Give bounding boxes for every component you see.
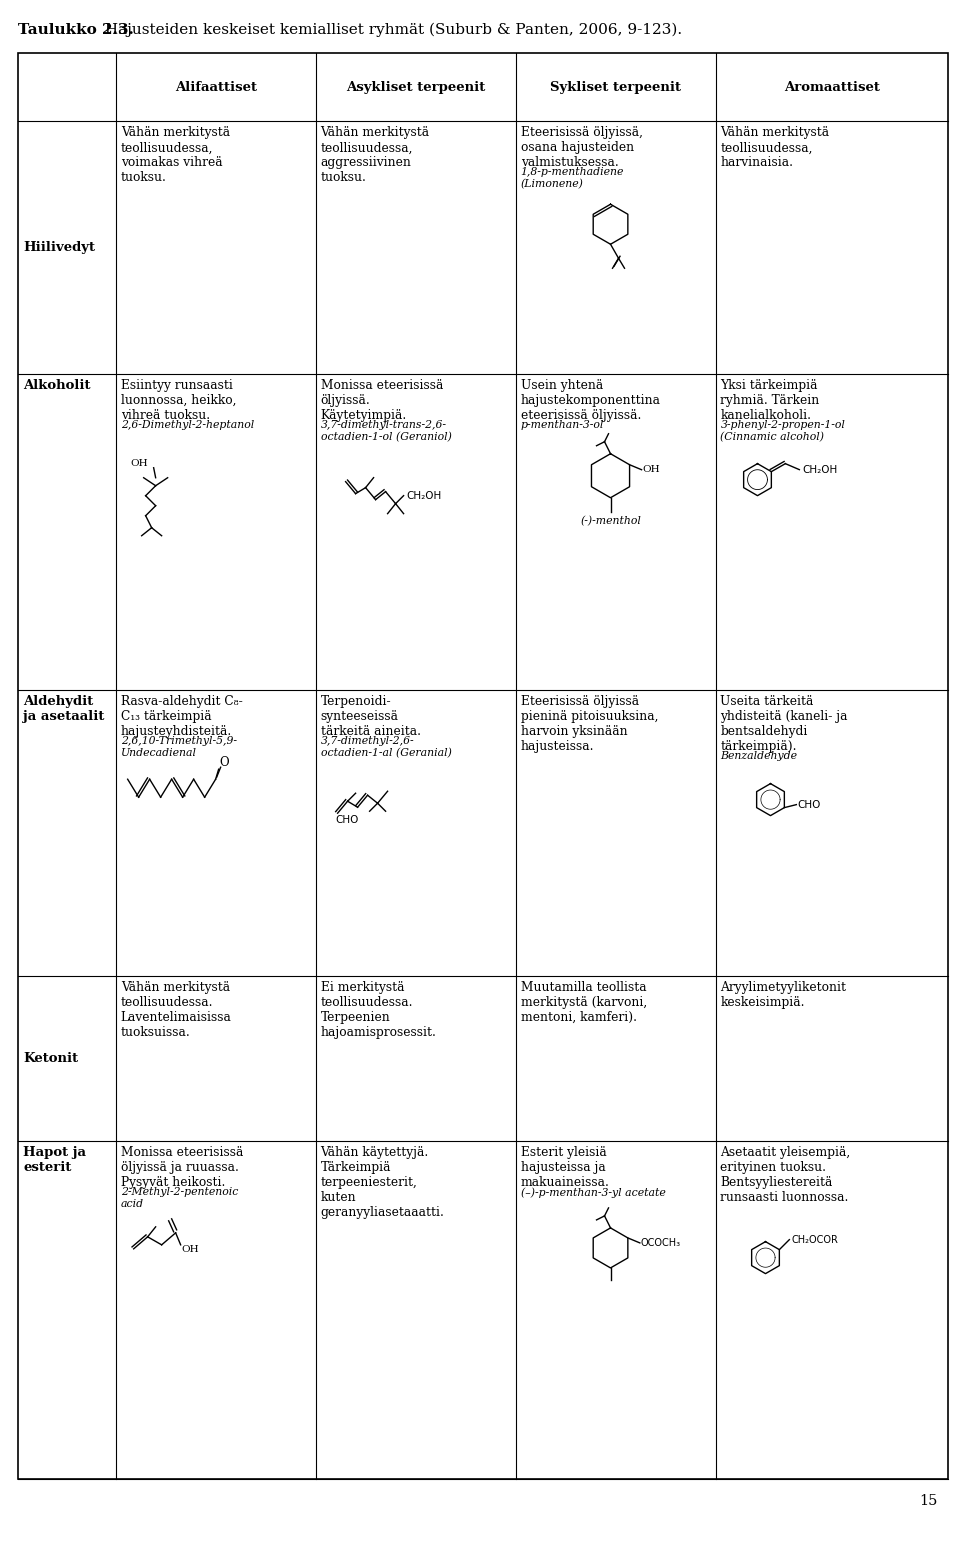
Text: Aldehydit
ja asetaalit: Aldehydit ja asetaalit — [23, 695, 105, 723]
Text: Vähän merkitystä
teollisuudessa,
voimakas vihreä
tuoksu.: Vähän merkitystä teollisuudessa, voimaka… — [121, 126, 229, 185]
Text: Aromaattiset: Aromaattiset — [783, 80, 879, 94]
Text: Alifaattiset: Alifaattiset — [175, 80, 256, 94]
Text: Vähän merkitystä
teollisuudessa,
harvinaisia.: Vähän merkitystä teollisuudessa, harvina… — [721, 126, 829, 170]
Text: Vähän merkitystä
teollisuudessa,
aggressiivinen
tuoksu.: Vähän merkitystä teollisuudessa, aggress… — [321, 126, 430, 185]
Text: Alkoholit: Alkoholit — [23, 379, 90, 391]
Text: Hapot ja
esterit: Hapot ja esterit — [23, 1147, 86, 1174]
Text: 1,8-p-menthadiene
(Limonene): 1,8-p-menthadiene (Limonene) — [520, 168, 624, 190]
Text: OCOCH₃: OCOCH₃ — [641, 1237, 681, 1248]
Text: CHO: CHO — [798, 800, 821, 809]
Text: Vähän merkitystä
teollisuudessa.
Laventelimaisissa
tuoksuissa.: Vähän merkitystä teollisuudessa. Lavente… — [121, 980, 231, 1039]
Text: Eteerisissä öljyissä
pieninä pitoisuuksina,
harvoin yksinään
hajusteissa.: Eteerisissä öljyissä pieninä pitoisuuksi… — [520, 695, 658, 754]
Text: Usein yhtenä
hajustekomponenttina
eteerisissä öljyissä.: Usein yhtenä hajustekomponenttina eteeri… — [520, 379, 660, 422]
Text: 2,6,10-Trimethyl-5,9-
Undecadienal: 2,6,10-Trimethyl-5,9- Undecadienal — [121, 737, 237, 758]
Text: Muutamilla teollista
merkitystä (karvoni,
mentoni, kamferi).: Muutamilla teollista merkitystä (karvoni… — [520, 980, 647, 1023]
Text: Vähän käytettyjä.
Tärkeimpiä
terpeeniesterit,
kuten
geranyyliasetaaatti.: Vähän käytettyjä. Tärkeimpiä terpeeniest… — [321, 1147, 444, 1219]
Text: 3-phenyl-2-propen-1-ol
(Cinnamic alcohol): 3-phenyl-2-propen-1-ol (Cinnamic alcohol… — [721, 419, 846, 442]
Text: OH: OH — [181, 1245, 200, 1254]
Text: O: O — [220, 757, 229, 769]
Text: 2,6-Dimethyl-2-heptanol: 2,6-Dimethyl-2-heptanol — [121, 419, 253, 430]
Text: 3,7-dimethyl-2,6-
octadien-1-al (Geranial): 3,7-dimethyl-2,6- octadien-1-al (Gerania… — [321, 737, 451, 758]
Text: 3,7-dimethyl-trans-2,6-
octadien-1-ol (Geraniol): 3,7-dimethyl-trans-2,6- octadien-1-ol (G… — [321, 419, 451, 442]
Text: Ei merkitystä
teollisuudessa.
Terpeenien
hajoamisprosessit.: Ei merkitystä teollisuudessa. Terpeenien… — [321, 980, 437, 1039]
Text: (–)-p-menthan-3-yl acetate: (–)-p-menthan-3-yl acetate — [520, 1187, 665, 1197]
Text: Yksi tärkeimpiä
ryhmiä. Tärkein
kanelialkoholi.: Yksi tärkeimpiä ryhmiä. Tärkein kanelial… — [721, 379, 820, 422]
Text: Esiintyy runsaasti
luonnossa, heikko,
vihreä tuoksu.: Esiintyy runsaasti luonnossa, heikko, vi… — [121, 379, 236, 422]
Text: (-)-menthol: (-)-menthol — [580, 516, 641, 525]
Text: Hiilivedyt: Hiilivedyt — [23, 240, 95, 254]
Text: 2-Methyl-2-pentenoic
acid: 2-Methyl-2-pentenoic acid — [121, 1187, 238, 1208]
Text: Asetaatit yleisempiä,
erityinen tuoksu.
Bentsyyliestereitä
runsaasti luonnossa.: Asetaatit yleisempiä, erityinen tuoksu. … — [721, 1147, 851, 1204]
Text: Aryylimetyyliketonit
keskeisimpiä.: Aryylimetyyliketonit keskeisimpiä. — [721, 980, 847, 1009]
Text: Useita tärkeitä
yhdisteitä (kaneli- ja
bentsaldehydi
tärkeimpiä).: Useita tärkeitä yhdisteitä (kaneli- ja b… — [721, 695, 848, 754]
Text: OH: OH — [642, 465, 660, 475]
Text: Ketonit: Ketonit — [23, 1053, 78, 1065]
Text: Taulukko 2.3.: Taulukko 2.3. — [18, 23, 133, 37]
Text: Monissa eteerisissä
öljyissä.
Käytetyimpiä.: Monissa eteerisissä öljyissä. Käytetyimp… — [321, 379, 443, 422]
Text: OH: OH — [130, 459, 148, 468]
Text: Eteerisissä öljyissä,
osana hajusteiden
valmistuksessa.: Eteerisissä öljyissä, osana hajusteiden … — [520, 126, 642, 170]
Text: CH₂OCOR: CH₂OCOR — [791, 1234, 838, 1245]
Text: Rasva-aldehydit C₈-
C₁₃ tärkeimpiä
hajusteyhdisteitä.: Rasva-aldehydit C₈- C₁₃ tärkeimpiä hajus… — [121, 695, 242, 738]
Text: CH₂OH: CH₂OH — [407, 490, 442, 501]
Text: Sykliset terpeenit: Sykliset terpeenit — [550, 80, 681, 94]
Text: Esterit yleisiä
hajusteissa ja
makuaineissa.: Esterit yleisiä hajusteissa ja makuainei… — [520, 1147, 610, 1190]
Text: CH₂OH: CH₂OH — [803, 465, 838, 475]
Text: Hajusteiden keskeiset kemialliset ryhmät (Suburb & Panten, 2006, 9-123).: Hajusteiden keskeiset kemialliset ryhmät… — [100, 23, 683, 37]
Text: 15: 15 — [920, 1495, 938, 1509]
Text: Monissa eteerisissä
öljyissä ja ruuassa.
Pysyvät heikosti.: Monissa eteerisissä öljyissä ja ruuassa.… — [121, 1147, 243, 1190]
Text: Terpenoidi-
synteeseissä
tärkeitä aineita.: Terpenoidi- synteeseissä tärkeitä aineit… — [321, 695, 420, 738]
Text: Asykliset terpeenit: Asykliset terpeenit — [346, 80, 485, 94]
Text: p-menthan-3-ol: p-menthan-3-ol — [520, 419, 604, 430]
Text: Benzaldehyde: Benzaldehyde — [721, 750, 798, 761]
Text: CHO: CHO — [336, 815, 359, 826]
